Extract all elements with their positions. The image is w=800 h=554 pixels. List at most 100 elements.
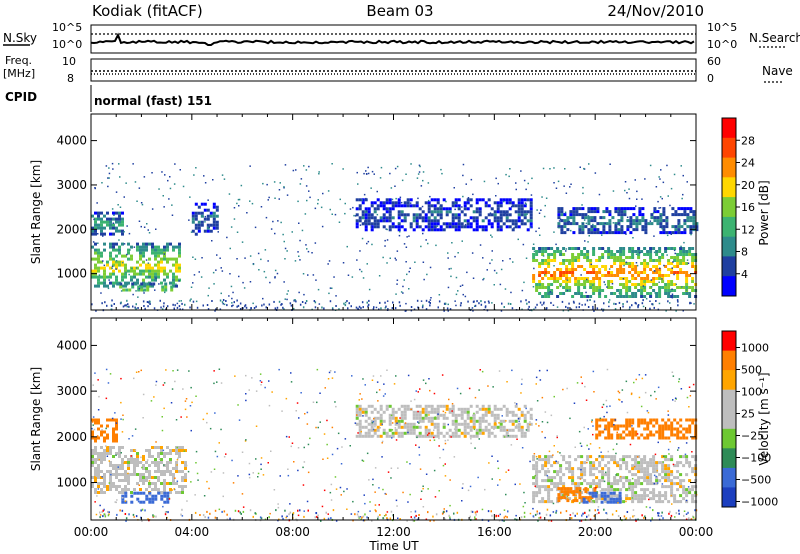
noise-point — [531, 418, 533, 420]
data-cell — [620, 228, 624, 232]
data-cell — [631, 488, 635, 492]
data-cell — [154, 497, 158, 501]
noise-point — [132, 293, 134, 296]
data-cell — [560, 228, 564, 232]
ground-scatter-point — [384, 301, 386, 304]
data-cell — [655, 295, 659, 298]
data-cell — [613, 455, 617, 459]
data-cell — [91, 257, 94, 261]
data-cell — [103, 485, 106, 488]
noise-point — [478, 438, 480, 440]
noise-point — [301, 229, 304, 232]
data-cell — [685, 491, 689, 495]
noise-point — [386, 369, 388, 371]
noise-point — [391, 437, 393, 439]
noise-point — [553, 265, 555, 267]
noise-point — [408, 235, 410, 237]
data-cell — [544, 292, 548, 295]
data-cell — [115, 452, 118, 455]
data-cell — [427, 416, 431, 420]
noise-point — [401, 179, 404, 182]
data-cell — [634, 473, 638, 477]
data-cell — [421, 419, 425, 423]
data-cell — [544, 488, 548, 492]
data-cell — [649, 268, 653, 271]
data-cell — [361, 216, 365, 220]
data-cell — [415, 404, 419, 408]
data-cell — [118, 467, 121, 470]
data-cell — [103, 275, 106, 279]
data-cell — [652, 283, 656, 286]
data-cell — [178, 263, 181, 267]
noise-point — [598, 447, 601, 449]
data-cell — [427, 216, 431, 220]
ground-scatter-point — [259, 516, 262, 519]
data-cell — [151, 488, 154, 491]
data-cell — [535, 476, 539, 480]
data-cell — [127, 473, 130, 476]
noise-point — [131, 435, 134, 437]
noise-point — [115, 454, 117, 456]
data-cell — [582, 497, 586, 501]
data-cell — [670, 424, 674, 428]
data-cell — [623, 213, 627, 217]
data-cell — [625, 277, 629, 280]
data-cell — [490, 431, 494, 435]
noise-point — [286, 293, 288, 295]
data-cell — [427, 207, 431, 211]
ground-scatter-point — [372, 308, 375, 310]
data-cell — [667, 479, 671, 483]
data-cell — [154, 464, 157, 467]
data-cell — [617, 210, 621, 214]
data-cell — [649, 430, 653, 434]
data-cell — [685, 461, 689, 465]
data-cell — [373, 201, 377, 205]
data-cell — [439, 207, 443, 211]
data-cell — [130, 491, 133, 494]
noise-point — [457, 206, 460, 209]
noise-point — [546, 474, 549, 477]
data-cell — [541, 467, 545, 471]
data-cell — [106, 424, 109, 428]
data-cell — [613, 488, 617, 492]
ground-scatter-point — [631, 304, 633, 307]
ground-scatter-point — [140, 516, 142, 519]
noise-point — [669, 302, 671, 304]
data-cell — [391, 222, 395, 226]
data-cell — [578, 225, 582, 229]
data-cell — [565, 271, 569, 274]
data-cell — [427, 404, 431, 408]
data-cell — [424, 431, 428, 435]
data-cell — [544, 286, 548, 289]
ground-scatter-point — [172, 303, 174, 306]
data-cell — [544, 461, 548, 465]
noise-point — [646, 410, 649, 412]
data-cell — [100, 452, 103, 455]
ground-scatter-point — [128, 513, 130, 516]
noise-point — [210, 471, 213, 473]
data-cell — [361, 407, 365, 411]
data-cell — [604, 436, 608, 440]
data-cell — [163, 488, 166, 491]
data-cell — [406, 428, 410, 432]
colorbar-segment — [722, 177, 736, 198]
noise-point — [155, 384, 157, 386]
noise-point — [312, 274, 315, 276]
ground-scatter-point — [460, 302, 462, 305]
data-cell — [94, 488, 97, 491]
ground-scatter-point — [657, 512, 659, 515]
data-cell — [139, 245, 142, 249]
data-cell — [628, 286, 632, 289]
noise-point — [400, 291, 403, 293]
ground-scatter-point — [282, 517, 284, 520]
noise-point — [233, 207, 236, 209]
noise-point — [98, 395, 100, 398]
noise-point — [108, 167, 110, 169]
noise-point — [539, 234, 541, 236]
noise-point — [407, 374, 410, 377]
ground-scatter-point — [418, 514, 420, 516]
data-cell — [200, 220, 204, 224]
noise-point — [459, 285, 462, 287]
ground-scatter-point — [572, 300, 575, 303]
noise-point — [655, 398, 657, 400]
